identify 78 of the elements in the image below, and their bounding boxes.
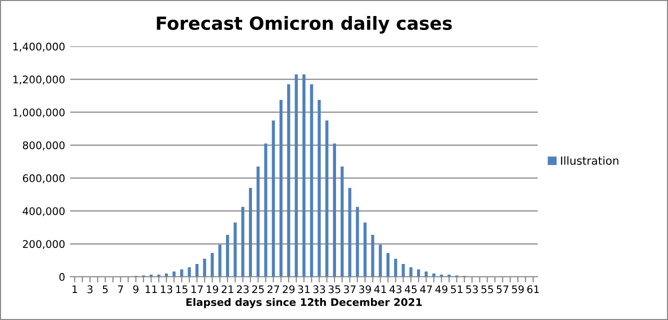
x-tick-label: 21 xyxy=(222,285,234,294)
x-tick-label: 5 xyxy=(102,285,108,294)
x-tick-label: 27 xyxy=(268,285,280,294)
bar xyxy=(294,74,298,277)
x-tick-label: 51 xyxy=(450,285,462,294)
bar xyxy=(432,274,436,277)
bar xyxy=(356,206,359,277)
bar xyxy=(371,234,374,277)
x-tick-label: 49 xyxy=(435,285,448,294)
x-tick-label: 53 xyxy=(466,285,478,294)
bar xyxy=(378,244,382,277)
x-tick-label: 61 xyxy=(527,285,539,294)
x-tick-label: 3 xyxy=(87,285,92,294)
y-tick-label: 1,000,000 xyxy=(13,108,65,118)
bar xyxy=(218,244,222,277)
bar xyxy=(241,206,244,277)
bar xyxy=(226,234,230,277)
bar xyxy=(340,166,344,277)
x-axis-title: Elapsed days since 12th December 2021 xyxy=(186,298,422,308)
x-tick-label: 29 xyxy=(282,285,295,294)
bar xyxy=(272,120,275,277)
x-tick-label: 25 xyxy=(252,285,264,294)
x-tick-label: 45 xyxy=(404,285,417,294)
y-tick-label: 400,000 xyxy=(22,207,65,216)
bar xyxy=(188,267,191,277)
bar xyxy=(256,166,260,277)
x-tick-label: 47 xyxy=(420,285,432,294)
bar xyxy=(402,264,405,277)
bar xyxy=(203,258,206,277)
bar xyxy=(248,188,252,277)
bar xyxy=(409,267,412,277)
bar xyxy=(318,100,321,277)
bar xyxy=(424,272,428,277)
bar xyxy=(279,100,283,277)
x-tick-label: 59 xyxy=(512,285,524,294)
bar xyxy=(332,143,336,277)
y-tick-label: 600,000 xyxy=(22,174,65,184)
x-tick-label: 13 xyxy=(160,285,172,294)
bar xyxy=(302,74,306,277)
bar xyxy=(386,252,390,277)
x-tick-label: 37 xyxy=(344,285,356,294)
bar xyxy=(287,84,290,277)
x-tick-label: 57 xyxy=(496,285,508,294)
bar xyxy=(417,269,420,277)
bar xyxy=(164,274,168,277)
y-tick-label: 800,000 xyxy=(22,141,65,150)
bar xyxy=(195,264,198,277)
bar xyxy=(325,120,328,277)
x-tick-label: 7 xyxy=(118,285,123,294)
x-tick-label: 31 xyxy=(298,285,310,294)
bar xyxy=(210,252,214,277)
x-tick-label: 41 xyxy=(374,285,386,294)
x-tick-label: 35 xyxy=(328,285,340,294)
bar xyxy=(264,143,268,277)
x-tick-label: 1 xyxy=(72,285,78,294)
x-tick-label: 33 xyxy=(313,285,326,294)
x-tick-label: 43 xyxy=(390,285,402,294)
x-tick-label: 19 xyxy=(206,285,218,294)
y-tick-label: 1,400,000 xyxy=(13,42,65,52)
y-tick-label: 1,200,000 xyxy=(13,76,65,84)
bar xyxy=(394,258,398,277)
x-tick-label: 55 xyxy=(481,285,494,294)
x-tick-label: 23 xyxy=(236,285,249,294)
y-tick-label: 0 xyxy=(59,273,65,281)
bar xyxy=(234,222,237,277)
legend-label: Illustration xyxy=(561,156,618,165)
bar xyxy=(310,84,314,277)
x-tick-label: 39 xyxy=(359,285,371,294)
chart-title: Forecast Omicron daily cases xyxy=(156,16,452,34)
bar xyxy=(364,222,367,277)
x-tick-label: 9 xyxy=(133,285,138,294)
x-tick-label: 11 xyxy=(146,285,157,294)
x-tick-label: 15 xyxy=(176,285,188,294)
x-tick-label: 17 xyxy=(191,285,203,294)
bar xyxy=(348,188,352,277)
y-tick-label: 200,000 xyxy=(22,240,65,250)
bar xyxy=(180,269,184,277)
bar xyxy=(172,272,176,277)
